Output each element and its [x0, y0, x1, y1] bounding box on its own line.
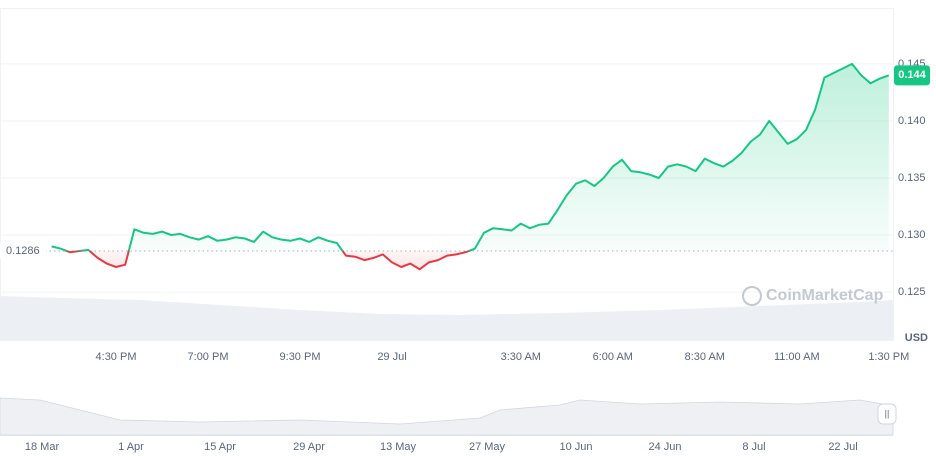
navigator-label: 1 Apr — [118, 441, 144, 453]
x-tick-label: 1:30 PM — [868, 351, 909, 363]
navigator-label: 18 Mar — [25, 441, 60, 453]
price-tag-label: 0.144 — [898, 69, 926, 81]
navigator-area — [0, 397, 894, 436]
y-unit: USD — [905, 332, 928, 344]
price-area — [51, 63, 889, 270]
price-line — [51, 62, 890, 271]
baseline-label-bg — [0, 243, 46, 260]
x-tick-label: 7:00 PM — [188, 351, 229, 363]
volume-area — [0, 296, 893, 340]
navigator-label: 10 Jun — [559, 441, 592, 453]
plot-frame — [0, 8, 894, 341]
x-tick-label: 29 Jul — [377, 351, 406, 363]
navigator-label: 8 Jul — [742, 441, 765, 453]
y-tick-label: 0.130 — [898, 229, 926, 241]
y-tick-label: 0.140 — [898, 115, 926, 127]
y-tick-label: 0.125 — [898, 286, 926, 298]
navigator-label: 29 Apr — [293, 441, 325, 453]
x-tick-label: 8:30 AM — [685, 351, 725, 363]
navigator-label: 13 May — [380, 441, 417, 453]
watermark-logo — [742, 286, 762, 306]
x-tick-label: 3:30 AM — [501, 351, 541, 363]
navigator-label: 15 Apr — [204, 441, 236, 453]
handle-grip: || — [885, 408, 890, 418]
x-tick-label: 4:30 PM — [96, 351, 137, 363]
watermark: CoinMarketCap — [766, 287, 884, 304]
x-tick-label: 9:30 PM — [280, 351, 321, 363]
price-tag — [894, 65, 930, 86]
baseline-label: 0.1286 — [6, 245, 40, 257]
navigator-label: 24 Jun — [648, 441, 681, 453]
y-tick-label: 0.145 — [898, 58, 926, 70]
x-tick-label: 6:00 AM — [593, 351, 633, 363]
navigator-label: 27 May — [469, 441, 506, 453]
y-tick-label: 0.135 — [898, 172, 926, 184]
x-tick-label: 11:00 AM — [774, 351, 820, 363]
navigator-label: 22 Jul — [828, 441, 857, 453]
navigator-handle[interactable] — [877, 403, 897, 425]
